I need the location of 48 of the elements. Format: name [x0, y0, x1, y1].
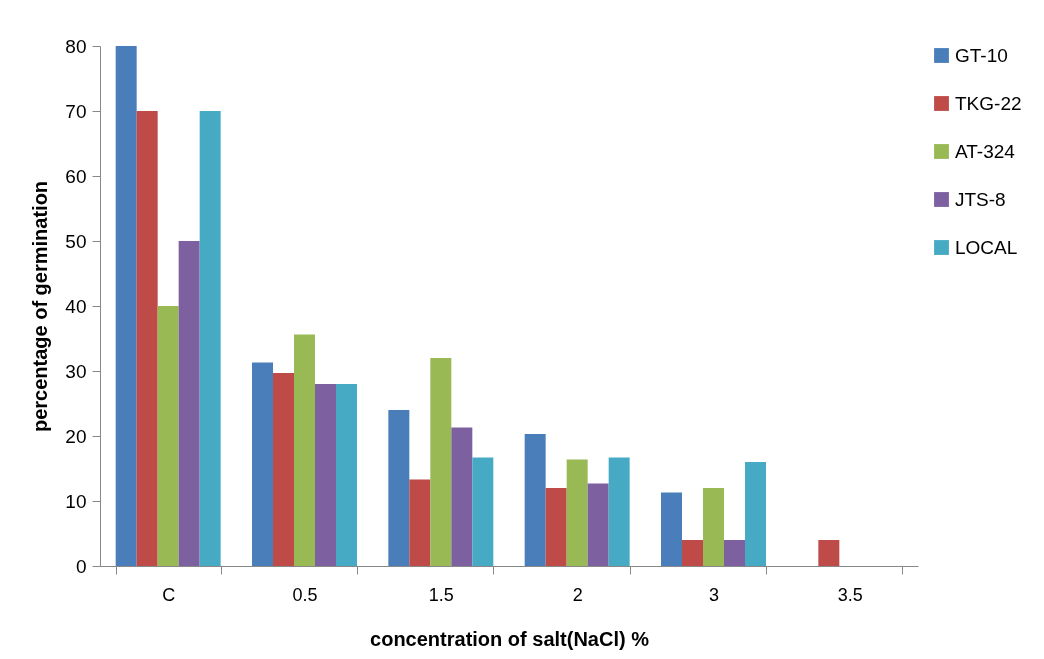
bar: [115, 46, 137, 566]
legend-label: JTS-8: [955, 188, 1006, 210]
x-tick-label: 3.5: [837, 584, 863, 605]
y-tick-label: 50: [65, 230, 87, 252]
bar: [744, 462, 766, 566]
x-tick-label: 1.5: [428, 584, 454, 605]
y-tick-label: 60: [65, 165, 87, 187]
x-tick-label: 3: [708, 584, 720, 605]
legend-label: GT-10: [955, 44, 1008, 66]
bar: [545, 488, 567, 566]
bar: [273, 372, 294, 566]
bar: [703, 488, 724, 566]
y-tick-label: 40: [65, 295, 87, 317]
y-tick-label: 30: [65, 360, 87, 382]
y-tick-label: 0: [75, 555, 87, 577]
bar: [587, 483, 609, 566]
bar: [451, 427, 473, 566]
bar: [524, 434, 546, 566]
bar: [199, 111, 221, 566]
legend-label: AT-324: [955, 140, 1016, 162]
bar: [608, 457, 630, 566]
y-axis-title: percentage of germination: [29, 180, 52, 433]
bar: [661, 492, 683, 566]
legend-label: LOCAL: [955, 236, 1018, 258]
x-axis-title: concentration of salt(NaCl) %: [370, 627, 650, 650]
y-tick-label: 70: [65, 100, 87, 122]
bar: [430, 358, 452, 566]
bar: [315, 384, 336, 566]
bar: [682, 540, 703, 566]
y-tick-label: 20: [65, 425, 87, 447]
bar: [178, 241, 200, 566]
bar: [136, 111, 158, 566]
bar: [335, 384, 357, 566]
legend-label: TKG-22: [955, 92, 1022, 114]
bar: [388, 410, 410, 566]
x-tick-label: 2: [572, 584, 583, 605]
bar: [252, 362, 274, 566]
bar: [409, 479, 431, 566]
bar: [724, 540, 745, 566]
bar: [157, 306, 179, 566]
x-tick-label: 0.5: [292, 584, 318, 605]
x-tick-label: C: [162, 584, 176, 605]
y-tick-label: 10: [65, 490, 87, 512]
bar: [294, 334, 315, 566]
bar: [818, 540, 840, 566]
bar: [472, 457, 494, 566]
y-tick-label: 80: [65, 35, 87, 57]
bar: [566, 459, 588, 566]
